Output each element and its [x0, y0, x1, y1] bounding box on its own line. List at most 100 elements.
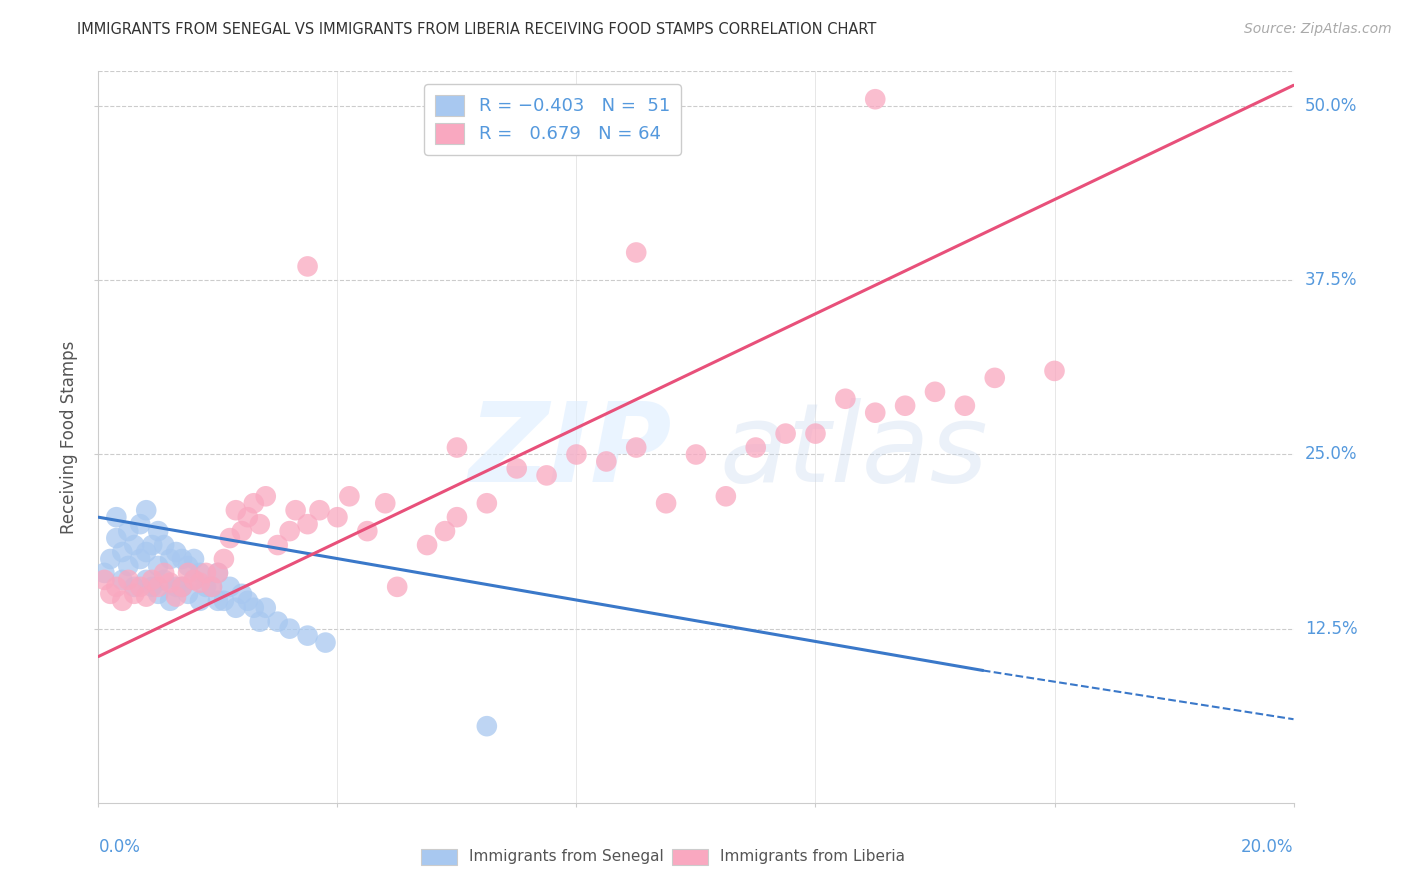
Point	[984, 371, 1007, 385]
Point	[446, 441, 468, 455]
Point	[117, 524, 139, 538]
Point	[117, 573, 139, 587]
Point	[231, 524, 253, 538]
Point	[595, 454, 617, 468]
Point	[714, 489, 737, 503]
Point	[356, 524, 378, 538]
Point	[172, 580, 194, 594]
Legend: R = −0.403   N =  51, R =   0.679   N = 64: R = −0.403 N = 51, R = 0.679 N = 64	[425, 84, 681, 154]
Point	[225, 503, 247, 517]
Point	[475, 719, 498, 733]
Point	[267, 538, 290, 552]
Text: 12.5%: 12.5%	[1305, 620, 1357, 638]
FancyBboxPatch shape	[672, 849, 709, 865]
Point	[117, 558, 139, 573]
Point	[865, 406, 887, 420]
Point	[177, 566, 200, 580]
Point	[924, 384, 946, 399]
Text: 50.0%: 50.0%	[1305, 97, 1357, 115]
Point	[536, 468, 558, 483]
Point	[111, 573, 134, 587]
Point	[626, 441, 648, 455]
Point	[207, 594, 229, 608]
Point	[374, 496, 396, 510]
Point	[385, 580, 409, 594]
Point	[148, 580, 170, 594]
Y-axis label: Receiving Food Stamps: Receiving Food Stamps	[60, 341, 79, 533]
Point	[172, 552, 194, 566]
Point	[129, 552, 152, 566]
Point	[804, 426, 827, 441]
Point	[195, 580, 218, 594]
Point	[111, 545, 134, 559]
Point	[894, 399, 917, 413]
Point	[159, 552, 181, 566]
Point	[105, 510, 128, 524]
Text: Immigrants from Senegal: Immigrants from Senegal	[470, 849, 664, 864]
Text: ZIP: ZIP	[468, 398, 672, 505]
Point	[183, 573, 205, 587]
Text: 37.5%: 37.5%	[1305, 271, 1357, 289]
Point	[177, 587, 200, 601]
Text: 25.0%: 25.0%	[1305, 445, 1357, 464]
Point	[626, 245, 648, 260]
Point	[475, 496, 498, 510]
Point	[254, 600, 277, 615]
Point	[153, 538, 176, 552]
Point	[207, 566, 229, 580]
Point	[225, 600, 247, 615]
Point	[212, 552, 235, 566]
Point	[188, 575, 211, 590]
Point	[93, 573, 115, 587]
Point	[141, 580, 163, 594]
Point	[278, 622, 301, 636]
Point	[124, 538, 146, 552]
Point	[315, 635, 337, 649]
Point	[243, 600, 266, 615]
Point	[685, 448, 707, 462]
Point	[124, 587, 146, 601]
Point	[159, 594, 181, 608]
Point	[148, 524, 170, 538]
Point	[135, 545, 157, 559]
Point	[135, 573, 157, 587]
Point	[655, 496, 678, 510]
Point	[93, 566, 115, 580]
Point	[129, 517, 152, 532]
Point	[865, 92, 887, 106]
Text: Immigrants from Liberia: Immigrants from Liberia	[720, 849, 905, 864]
Point	[195, 566, 218, 580]
Point	[434, 524, 457, 538]
Point	[129, 580, 152, 594]
Point	[105, 580, 128, 594]
Point	[159, 575, 181, 590]
Point	[326, 510, 349, 524]
Point	[339, 489, 361, 503]
Point	[183, 552, 205, 566]
Point	[1043, 364, 1066, 378]
Point	[745, 441, 768, 455]
Point	[254, 489, 277, 503]
Point	[231, 587, 253, 601]
FancyBboxPatch shape	[422, 849, 457, 865]
Point	[141, 573, 163, 587]
Point	[219, 580, 242, 594]
Text: IMMIGRANTS FROM SENEGAL VS IMMIGRANTS FROM LIBERIA RECEIVING FOOD STAMPS CORRELA: IMMIGRANTS FROM SENEGAL VS IMMIGRANTS FR…	[77, 22, 877, 37]
Point	[249, 517, 271, 532]
Point	[153, 566, 176, 580]
Point	[165, 545, 187, 559]
Point	[98, 552, 122, 566]
Point	[177, 558, 200, 573]
Point	[141, 538, 163, 552]
Point	[124, 580, 146, 594]
Point	[446, 510, 468, 524]
Point	[148, 587, 170, 601]
Point	[243, 496, 266, 510]
Point	[308, 503, 330, 517]
Point	[105, 531, 128, 545]
Point	[165, 580, 187, 594]
Point	[506, 461, 529, 475]
Point	[249, 615, 271, 629]
Point	[172, 580, 194, 594]
Point	[165, 590, 187, 604]
